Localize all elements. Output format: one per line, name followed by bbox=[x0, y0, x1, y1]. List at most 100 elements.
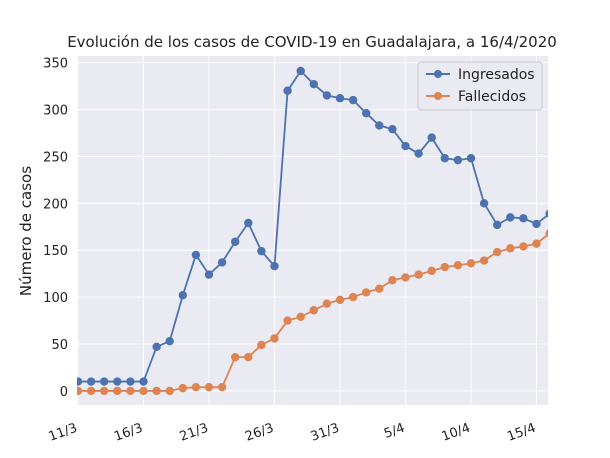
point-ingresados bbox=[414, 149, 423, 158]
y-tick-label: 350 bbox=[43, 57, 68, 72]
point-ingresados bbox=[191, 250, 201, 260]
y-axis: 0 50 100 150 200 250 300 350 bbox=[43, 57, 68, 400]
point-ingresados bbox=[126, 377, 135, 386]
point-ingresados bbox=[86, 377, 96, 386]
point-fallecidos bbox=[466, 259, 476, 268]
point-fallecidos bbox=[100, 386, 109, 396]
point-ingresados bbox=[270, 261, 279, 271]
x-tick-label: 21/3 bbox=[178, 421, 211, 445]
grid bbox=[77, 56, 548, 405]
point-ingresados bbox=[479, 199, 489, 208]
x-tick-label: 26/3 bbox=[243, 421, 276, 445]
point-fallecidos bbox=[283, 316, 292, 325]
point-ingresados bbox=[77, 377, 83, 386]
y-tick-label: 0 bbox=[60, 385, 68, 400]
point-ingresados bbox=[152, 342, 161, 352]
point-fallecidos bbox=[348, 292, 358, 302]
point-fallecidos bbox=[139, 386, 148, 396]
point-ingresados bbox=[493, 220, 502, 230]
point-ingresados bbox=[217, 258, 227, 267]
point-ingresados bbox=[165, 337, 174, 346]
y-tick-label: 300 bbox=[43, 103, 68, 118]
point-fallecidos bbox=[231, 352, 240, 362]
x-tick-label: 5/4 bbox=[382, 421, 407, 442]
point-fallecidos bbox=[296, 312, 305, 322]
point-ingresados bbox=[309, 79, 318, 89]
series-group bbox=[77, 66, 548, 396]
point-fallecidos bbox=[375, 284, 384, 293]
point-fallecidos bbox=[362, 288, 371, 297]
point-ingresados bbox=[296, 66, 305, 76]
point-ingresados bbox=[322, 91, 332, 100]
y-tick-label: 250 bbox=[43, 150, 68, 165]
point-ingresados bbox=[257, 246, 266, 256]
y-tick-label: 200 bbox=[43, 197, 68, 212]
y-axis-label: Número de casos bbox=[17, 166, 35, 296]
point-ingresados bbox=[362, 109, 371, 118]
point-fallecidos bbox=[440, 262, 449, 272]
point-fallecidos bbox=[270, 334, 279, 343]
x-tick-label: 10/4 bbox=[440, 421, 473, 445]
x-tick-label: 31/3 bbox=[309, 421, 342, 445]
point-ingresados bbox=[453, 155, 463, 165]
point-fallecidos bbox=[388, 276, 397, 285]
point-ingresados bbox=[466, 154, 476, 163]
point-fallecidos bbox=[204, 382, 214, 392]
point-fallecidos bbox=[322, 299, 332, 308]
point-ingresados bbox=[440, 154, 449, 163]
point-ingresados bbox=[545, 209, 548, 218]
point-fallecidos bbox=[414, 270, 423, 279]
point-fallecidos bbox=[427, 266, 436, 276]
point-ingresados bbox=[427, 133, 436, 142]
point-fallecidos bbox=[152, 386, 161, 396]
y-tick-label: 50 bbox=[51, 338, 68, 353]
point-fallecidos bbox=[113, 386, 122, 396]
series-layer bbox=[77, 66, 548, 396]
point-ingresados bbox=[388, 124, 397, 134]
point-fallecidos bbox=[309, 306, 318, 315]
point-fallecidos bbox=[453, 261, 463, 270]
point-ingresados bbox=[401, 141, 410, 151]
point-fallecidos bbox=[479, 256, 489, 265]
x-tick-label: 15/4 bbox=[505, 421, 538, 445]
legend-label-ingresados: Ingresados bbox=[458, 67, 535, 83]
point-ingresados bbox=[532, 219, 541, 229]
point-fallecidos bbox=[335, 295, 345, 305]
point-fallecidos bbox=[165, 386, 174, 396]
point-ingresados bbox=[348, 95, 358, 105]
x-tick-label: 16/3 bbox=[112, 421, 145, 445]
point-ingresados bbox=[244, 218, 253, 228]
x-tick-label: 11/3 bbox=[47, 421, 80, 445]
legend: Ingresados Fallecidos bbox=[417, 61, 543, 111]
point-fallecidos bbox=[244, 352, 253, 362]
point-ingresados bbox=[100, 377, 109, 386]
point-ingresados bbox=[231, 237, 240, 246]
point-fallecidos bbox=[217, 382, 227, 392]
point-fallecidos bbox=[493, 247, 502, 257]
y-tick-label: 150 bbox=[43, 244, 68, 259]
point-fallecidos bbox=[191, 382, 201, 392]
point-ingresados bbox=[506, 213, 515, 222]
point-fallecidos bbox=[126, 386, 135, 396]
x-axis: 11/3 16/3 21/3 26/3 31/3 5/4 10/4 15/4 bbox=[47, 421, 538, 445]
point-fallecidos bbox=[86, 386, 96, 396]
point-fallecidos bbox=[545, 229, 548, 238]
point-fallecidos bbox=[257, 340, 266, 350]
point-fallecidos bbox=[519, 242, 528, 251]
point-ingresados bbox=[204, 270, 214, 279]
point-fallecidos bbox=[532, 239, 541, 248]
point-fallecidos bbox=[178, 383, 187, 393]
point-fallecidos bbox=[506, 244, 515, 253]
point-ingresados bbox=[113, 377, 122, 386]
legend-label-fallecidos: Fallecidos bbox=[458, 89, 526, 105]
point-ingresados bbox=[335, 94, 345, 103]
legend-marker-ingresados bbox=[434, 70, 442, 78]
chart-title: Evolución de los casos de COVID-19 en Gu… bbox=[67, 33, 557, 51]
legend-marker-fallecidos bbox=[434, 92, 442, 100]
point-ingresados bbox=[283, 86, 292, 95]
point-fallecidos bbox=[401, 273, 410, 282]
point-fallecidos bbox=[77, 386, 83, 396]
point-ingresados bbox=[375, 121, 384, 130]
point-ingresados bbox=[139, 377, 148, 386]
